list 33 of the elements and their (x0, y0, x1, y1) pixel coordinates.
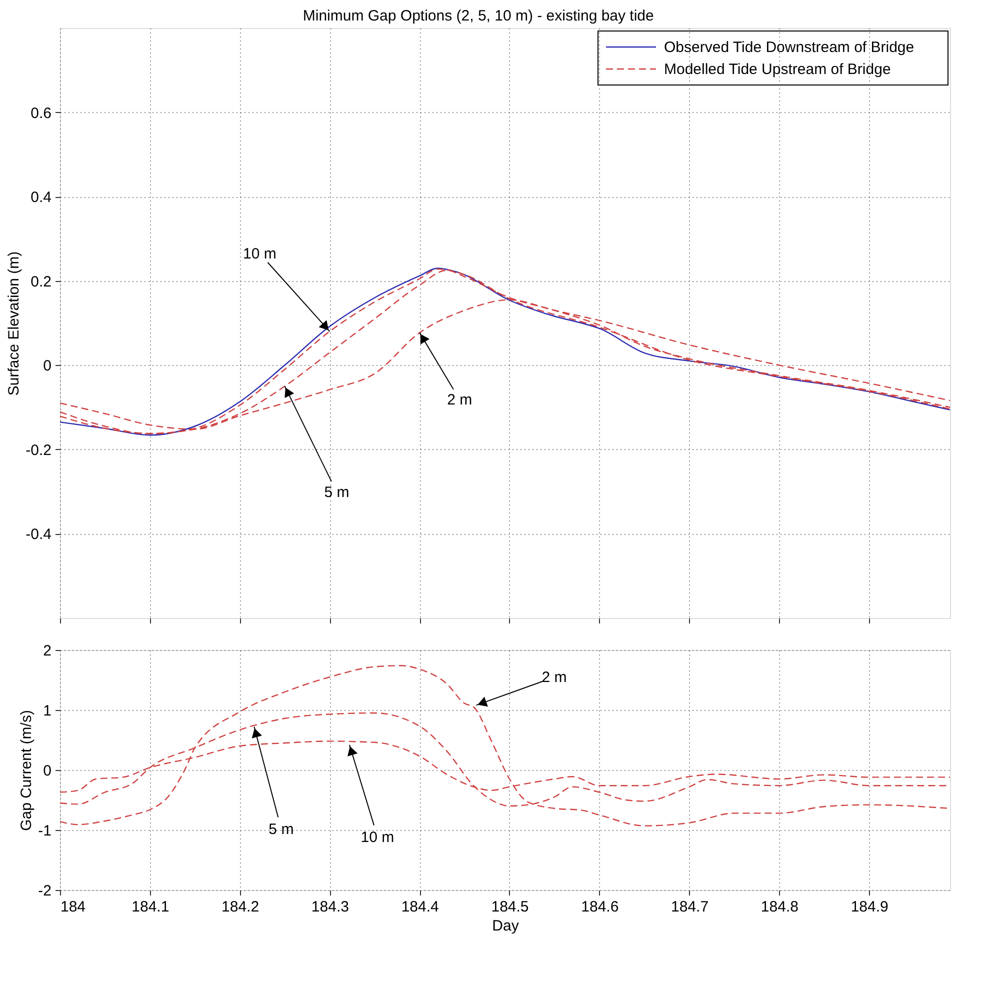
annotation: 5 m (268, 820, 294, 838)
annotation: 10 m (243, 245, 276, 262)
x-tick-label: 184 (60, 898, 86, 916)
legend-label: Modelled Tide Upstream of Bridge (664, 61, 891, 78)
x-tick-label: 184.2 (222, 898, 260, 916)
x-tick-label: 184.1 (132, 898, 170, 916)
x-tick-label: 184.8 (760, 898, 798, 916)
y-tick-label: 0.6 (30, 104, 52, 122)
x-tick-label: 184.6 (581, 898, 619, 916)
y-axis-title: Surface Elevation (m) (6, 251, 23, 396)
y-tick-label: 2 (43, 642, 52, 660)
x-tick-label: 184.3 (311, 898, 349, 916)
y-tick-label: 1 (43, 702, 52, 720)
y-tick-label: 0.2 (30, 273, 52, 290)
x-tick-label: 184.9 (850, 898, 888, 916)
chart-title: Minimum Gap Options (2, 5, 10 m) - existing bay tide (302, 8, 654, 24)
annotation: 10 m (360, 828, 394, 846)
y-tick-label: -2 (38, 882, 52, 900)
y-tick-label: 0 (43, 762, 52, 780)
annotation: 2 m (542, 669, 567, 686)
x-axis-title: Day (492, 918, 520, 934)
annotation: 5 m (324, 484, 350, 502)
x-tick-label: 184.7 (671, 898, 709, 916)
y-axis-title: Gap Current (m/s) (18, 710, 36, 831)
y-tick-label: 0.4 (30, 189, 52, 206)
x-tick-label: 184.5 (491, 898, 529, 916)
y-tick-label: -0.2 (26, 442, 52, 459)
x-tick-label: 184.4 (401, 898, 439, 916)
legend-label: Observed Tide Downstream of Bridge (664, 39, 914, 56)
y-tick-label: -1 (38, 822, 52, 840)
y-tick-label: -0.4 (26, 526, 52, 544)
y-tick-label: 0 (43, 358, 52, 375)
annotation: 2 m (447, 392, 472, 409)
